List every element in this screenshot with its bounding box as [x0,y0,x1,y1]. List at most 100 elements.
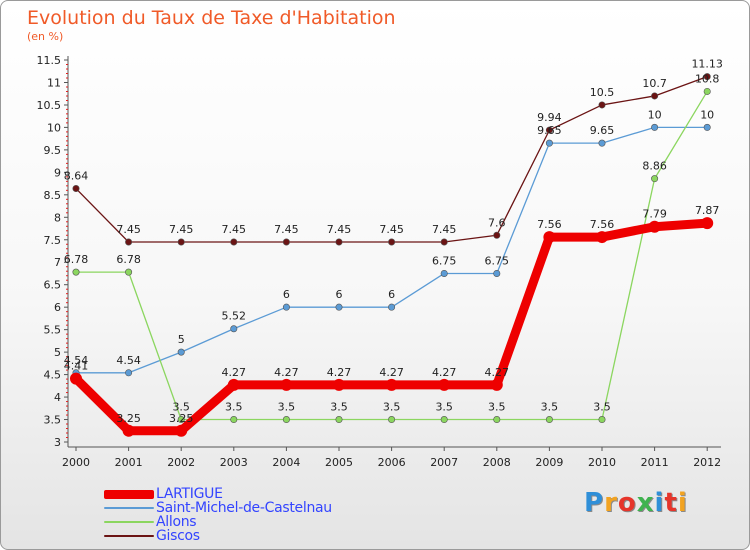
data-point-giscos [440,238,448,246]
data-label-allons: 3.5 [383,401,401,414]
data-point-lartigue [122,424,135,437]
data-label-giscos: 11.13 [691,58,723,71]
x-tick-label: 2001 [115,456,143,469]
y-tick-label: 8 [54,211,61,224]
legend-label-lartigue: LARTIGUE [156,486,223,502]
data-point-lartigue [280,378,293,391]
data-label-lartigue: 4.27 [432,366,457,379]
data-point-lartigue [333,378,345,391]
data-label-saint-michel-de-castelnau: 10 [648,108,662,121]
data-label-giscos: 7.6 [488,216,506,229]
y-tick-label: 6 [54,301,61,314]
data-point-allons [545,416,553,424]
data-label-allons: 3.5 [593,401,611,414]
data-point-saint-michel-de-castelnau [651,123,659,131]
series-line-saint-michel-de-castelnau [75,126,708,374]
data-label-allons: 3.5 [488,401,506,414]
data-point-allons [651,175,659,183]
logo-letter: r [604,488,618,518]
data-label-saint-michel-de-castelnau: 5.52 [222,310,247,323]
data-label-lartigue: 4.27 [379,366,404,379]
y-tick-label: 5 [54,346,61,359]
y-tick-label: 8.5 [44,189,62,202]
data-label-allons: 8.86 [642,160,667,173]
data-label-allons: 3.5 [278,401,296,414]
data-label-giscos: 10.5 [590,86,615,99]
data-label-giscos: 9.94 [537,111,562,124]
data-label-lartigue: 7.79 [642,208,667,221]
y-tick-label: 5.5 [44,324,62,337]
data-point-saint-michel-de-castelnau [545,139,553,147]
data-label-lartigue: 7.56 [537,218,562,231]
data-label-allons: 3.5 [435,401,453,414]
x-tick-label: 2004 [272,456,300,469]
y-tick-label: 3.5 [44,414,62,427]
data-point-saint-michel-de-castelnau [388,303,396,311]
x-tick-label: 2006 [378,456,406,469]
data-point-allons [703,87,711,95]
data-point-lartigue [596,231,608,244]
data-label-lartigue: 3.25 [169,412,194,425]
data-label-saint-michel-de-castelnau: 5 [178,333,185,346]
data-label-allons: 3.5 [225,401,243,414]
data-label-giscos: 7.45 [274,223,299,236]
data-label-saint-michel-de-castelnau: 6.75 [432,254,457,267]
data-label-giscos: 7.45 [327,223,352,236]
y-tick-label: 10.5 [37,99,62,112]
data-label-giscos: 7.45 [116,223,141,236]
data-label-giscos: 7.45 [379,223,404,236]
x-tick-label: 2009 [535,456,563,469]
logo-letter: o [617,488,637,518]
data-point-allons [230,416,238,424]
data-label-saint-michel-de-castelnau: 9.65 [590,124,615,137]
x-tick-label: 2005 [325,456,353,469]
data-label-allons: 3.5 [172,401,190,414]
data-label-saint-michel-de-castelnau: 6 [388,288,395,301]
data-label-saint-michel-de-castelnau: 6 [283,288,290,301]
data-label-allons: 3.5 [330,401,348,414]
legend-swatch-giscos [104,535,154,537]
y-tick-label: 4 [54,391,61,404]
x-tick-label: 2002 [167,456,195,469]
data-label-saint-michel-de-castelnau: 9.65 [537,124,562,137]
data-point-saint-michel-de-castelnau [177,348,185,356]
data-point-saint-michel-de-castelnau [598,139,606,147]
data-label-lartigue: 4.27 [222,366,247,379]
data-point-lartigue [543,231,556,244]
x-tick-label: 2000 [62,456,90,469]
logo-letter: i [677,488,688,518]
data-point-saint-michel-de-castelnau [703,123,711,131]
y-tick-label: 3 [54,436,61,449]
chart-subtitle: (en %) [27,30,64,43]
data-label-saint-michel-de-castelnau: 6 [336,288,343,301]
y-tick-label: 9 [54,166,61,179]
y-tick-label: 7.5 [44,234,62,247]
data-point-giscos [335,238,343,246]
data-point-allons [125,268,133,276]
logo-letter: i [654,488,665,518]
y-tick-label: 11.5 [37,54,62,67]
data-label-lartigue: 4.27 [485,366,510,379]
data-label-lartigue: 7.87 [695,204,720,217]
y-tick-label: 7 [54,256,61,269]
data-label-lartigue: 4.27 [327,366,352,379]
data-point-saint-michel-de-castelnau [335,303,343,311]
data-label-giscos: 7.45 [169,223,194,236]
proxiti-logo: Proxiti [584,488,688,518]
data-point-giscos [230,238,238,246]
legend-label-allons: Allons [156,514,197,530]
data-point-giscos [282,238,290,246]
data-label-giscos: 8.64 [64,170,89,183]
data-point-giscos [388,238,396,246]
data-point-allons [440,416,448,424]
x-tick-label: 2011 [641,456,669,469]
data-point-giscos [125,238,133,246]
data-point-saint-michel-de-castelnau [440,269,448,277]
x-tick-label: 2010 [588,456,616,469]
x-tick-label: 2007 [430,456,458,469]
data-label-lartigue: 4.41 [64,360,89,373]
data-point-giscos [72,185,80,193]
data-point-allons [598,416,606,424]
data-point-lartigue [490,378,503,391]
